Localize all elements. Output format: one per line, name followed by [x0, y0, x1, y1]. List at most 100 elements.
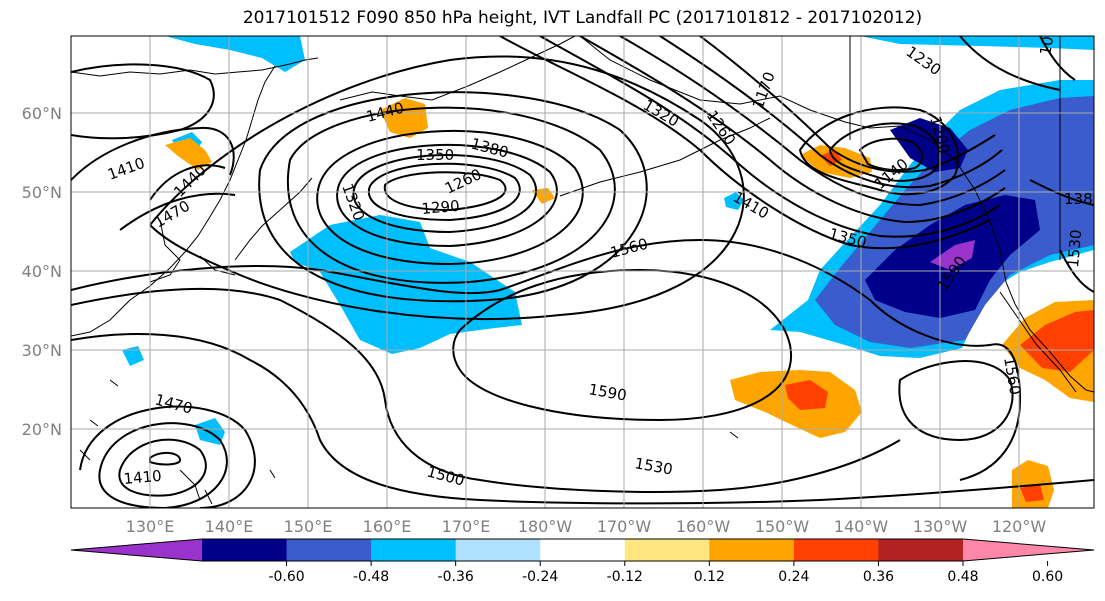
colorbar-segment [793, 539, 879, 561]
colorbar-segment [624, 539, 710, 561]
lon-label: 160°E [363, 517, 412, 536]
lon-label: 170°W [597, 517, 652, 536]
contour-1410-a [286, 106, 616, 284]
lat-label: 60°N [22, 104, 62, 123]
colorbar-extend-min [71, 539, 202, 561]
colorbar-tick-label: -0.48 [353, 569, 389, 585]
contour-1470-a [149, 55, 745, 320]
ivt-shade-sw2 [122, 346, 144, 366]
contour-low-alaska-1 [798, 106, 960, 196]
contour-trough-6 [699, 36, 996, 173]
colorbar-extend-max [963, 539, 1094, 561]
colorbar-tick-label: -0.12 [607, 569, 643, 585]
colorbar-tick-label: -0.36 [438, 569, 474, 585]
contour-1530 [71, 333, 1094, 505]
lon-label: 140°W [834, 517, 889, 536]
colorbar-segments [70, 538, 1095, 562]
ivt-shade-hawaii-red [785, 380, 828, 410]
height-contours [71, 36, 1094, 508]
contour-label: 1380 [1064, 190, 1102, 208]
ivt-shade-ne-strip [860, 36, 1094, 50]
lat-label: 20°N [22, 420, 62, 439]
lon-label: 140°E [205, 517, 254, 536]
graticule [71, 36, 1094, 508]
coast-alaska [579, 36, 901, 129]
ivt-shade-small-mid [724, 192, 744, 210]
contour-1590 [452, 268, 793, 422]
colorbar-segment [709, 539, 795, 561]
colorbar-segment [286, 539, 372, 561]
ivt-shade-sw-mexico-red [1020, 484, 1044, 502]
contour-1410-nw [71, 126, 235, 181]
lon-label: 130°E [126, 517, 175, 536]
lon-label: 120°W [992, 517, 1047, 536]
contour-trough-4 [619, 36, 1006, 207]
contour-low-alaska-2 [828, 122, 941, 182]
ivt-shade-ne-purple [930, 240, 975, 270]
colorbar-tick-label: -0.60 [268, 569, 304, 585]
contour-1320-low [352, 154, 537, 234]
contour-ne-1380 [1029, 179, 1094, 206]
contour-trough-1 [499, 36, 991, 250]
colorbar-segment [455, 539, 541, 561]
map-frame [70, 35, 1095, 509]
lon-label: 150°W [755, 517, 810, 536]
contour-low-alaska-3 [858, 137, 924, 172]
lon-label: 180°W [518, 517, 573, 536]
colorbar-outline [70, 538, 1095, 562]
contour-1470-nw [119, 192, 236, 231]
contour-1590-east [898, 360, 1014, 442]
border-canada [849, 36, 1061, 260]
lon-label: 130°W [913, 517, 968, 536]
latitude-labels: 60°N 50°N 40°N 30°N 20°N [22, 104, 62, 439]
coast-baja [999, 291, 1077, 393]
colorbar-tick-label: 0.36 [863, 569, 894, 585]
contour-1380-low [316, 129, 584, 266]
contour-ne-1230 [959, 36, 1061, 91]
contour-1350-low [336, 143, 558, 248]
lat-label: 50°N [22, 183, 62, 202]
lat-label: 30°N [22, 341, 62, 360]
colorbar-segment [371, 539, 457, 561]
contour-ne-1080 [1039, 36, 1076, 81]
map-title: 2017101512 F090 850 hPa height, IVT Land… [242, 8, 923, 28]
contour-nw-loop [71, 63, 215, 140]
coast-kamchatka [339, 36, 576, 101]
contour-1440-sw [98, 422, 228, 508]
contour-1260-low [383, 171, 507, 212]
ivt-shade-baja-red [1020, 310, 1094, 372]
contour-1290-low [367, 162, 521, 222]
contour-trough-2 [539, 36, 1001, 238]
ivt-shade-sw-mexico [1012, 460, 1054, 508]
ivt-shade-sakhalin [165, 138, 212, 170]
colorbar-tick-label: 0.12 [694, 569, 725, 585]
ivt-shade-kamchatka [165, 36, 305, 72]
coast-north-america [899, 125, 1094, 393]
colorbar-ticks: -0.60 -0.48 -0.36 -0.24 -0.12 0.12 0.24 0.36 0.4… [268, 561, 1063, 585]
lon-label: 150°E [284, 517, 333, 536]
contour-1560 [71, 238, 1022, 481]
colorbar-tick-label: 0.60 [1032, 569, 1063, 585]
contour-1470-sw [79, 405, 256, 508]
contour-label: 1530 [1064, 229, 1085, 269]
colorbar-segment [202, 539, 288, 561]
contour-1500 [71, 287, 901, 493]
coast-aleutians [559, 117, 771, 197]
colorbar: -0.60 -0.48 -0.36 -0.24 -0.12 0.12 0.24 0.36 0.4… [70, 538, 1095, 585]
lat-label: 40°N [22, 262, 62, 281]
contour-label: 1080 [1036, 16, 1060, 57]
contour-label: 1290 [421, 197, 461, 218]
colorbar-tick-label: 0.24 [778, 569, 809, 585]
colorbar-segment [540, 539, 626, 561]
longitude-labels: 130°E 140°E 150°E 160°E 170°E 180°W 170°… [126, 517, 1047, 536]
contour-trough-5 [659, 36, 1003, 189]
contour-trough-3 [579, 36, 1006, 224]
lon-label: 170°E [442, 517, 491, 536]
colorbar-tick-label: -0.24 [522, 569, 558, 585]
contour-label: 1410 [123, 467, 163, 488]
colorbar-segment [878, 539, 964, 561]
contour-1440-a [258, 91, 648, 303]
contour-1410-sw [118, 438, 207, 497]
